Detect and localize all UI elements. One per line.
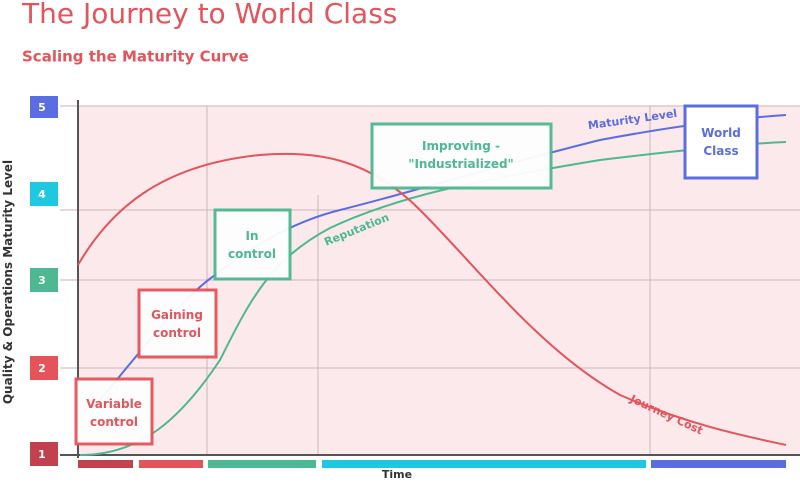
stage-text: control [153,326,201,340]
grid [60,105,800,455]
cost-curve [77,152,787,446]
y-axis-label: Quality & Operations Maturity Level [1,160,15,404]
level-label: 4 [38,188,46,201]
level-label: 2 [38,362,46,375]
reputation-curve [79,141,787,456]
level-label: 3 [38,274,46,287]
stage-text: World [701,126,741,140]
level-label: 1 [38,448,46,461]
svg-text:Improving -"Industrialized": Improving - "Industrialized" [408,139,514,171]
title: The Journey to World Class [21,0,397,30]
stage-text: control [228,247,276,261]
level-badges: 5 4 3 2 1 [30,96,58,466]
stage-text: Gaining [151,308,203,322]
subtitle: Scaling the Maturity Curve [22,48,249,66]
stage-text: Class [703,144,738,158]
x-axis-label: Time [382,468,412,481]
phase-bars [78,460,786,468]
level-label: 5 [38,101,46,114]
stage-text: Variable [86,397,142,411]
stage-text: "Industrialized" [408,157,514,171]
stage-boxes: Variable control Gaining control In control… [74,104,759,446]
stage-text: control [90,415,138,429]
stage-text: In [245,229,258,243]
stage-text: Improving - [422,139,500,153]
